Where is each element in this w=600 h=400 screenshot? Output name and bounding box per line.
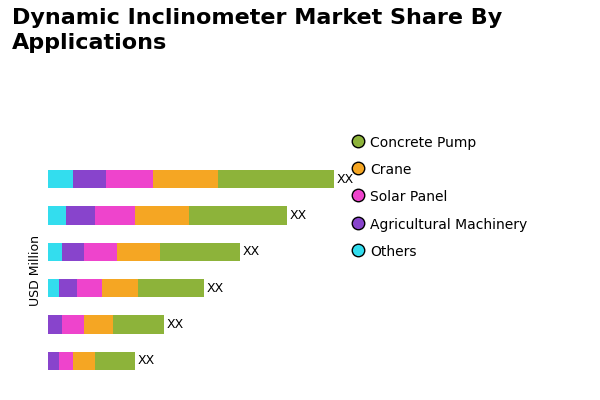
Bar [160, 243, 239, 261]
Bar [62, 316, 84, 334]
Legend: Concrete Pump, Crane, Solar Panel, Agricultural Machinery, Others: Concrete Pump, Crane, Solar Panel, Agric… [355, 135, 527, 259]
Bar [73, 352, 95, 370]
Bar [48, 243, 62, 261]
Bar [48, 170, 73, 188]
Bar [218, 170, 334, 188]
Bar [62, 243, 84, 261]
Bar [66, 206, 95, 224]
Text: Dynamic Inclinometer Market Share By
Applications: Dynamic Inclinometer Market Share By App… [12, 8, 502, 53]
Bar [59, 279, 77, 297]
Bar [59, 352, 73, 370]
Bar [113, 316, 164, 334]
Text: XX: XX [167, 318, 184, 331]
Bar [84, 243, 117, 261]
Y-axis label: USD Million: USD Million [29, 234, 43, 306]
Bar [117, 243, 160, 261]
Bar [48, 206, 66, 224]
Bar [102, 279, 139, 297]
Bar [153, 170, 218, 188]
Bar [139, 279, 203, 297]
Bar [48, 352, 59, 370]
Bar [135, 206, 189, 224]
Text: XX: XX [242, 245, 260, 258]
Bar [73, 170, 106, 188]
Bar [48, 316, 62, 334]
Bar [77, 279, 102, 297]
Bar [189, 206, 287, 224]
Text: XX: XX [206, 282, 224, 295]
Bar [48, 279, 59, 297]
Bar [95, 206, 135, 224]
Text: XX: XX [137, 354, 155, 368]
Bar [95, 352, 135, 370]
Bar [84, 316, 113, 334]
Bar [106, 170, 153, 188]
Text: XX: XX [290, 209, 307, 222]
Text: XX: XX [337, 172, 354, 186]
